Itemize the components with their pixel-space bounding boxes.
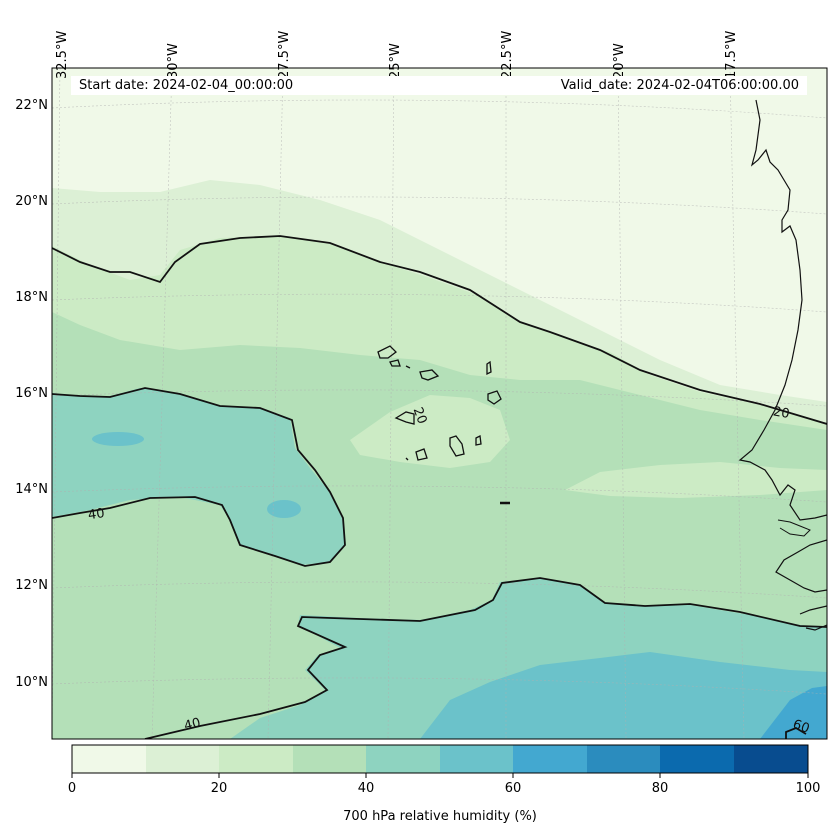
valid-date: Valid_date: 2024-02-04T06:00:00.00: [560, 78, 799, 93]
humidity-pocket-coast: [565, 462, 827, 498]
date-info-bar: Start date: 2024-02-04_00:00:00 Valid_da…: [71, 76, 807, 95]
contour-60: [785, 726, 807, 739]
humidity-band-50-60-south: [420, 652, 827, 739]
lon-label-20w: 20°W: [612, 43, 627, 79]
humidity-band-60-70: [760, 686, 827, 739]
lon-label-17-5w: 17.5°W: [724, 30, 739, 79]
lat-label-20n: 20°N: [15, 194, 48, 209]
contour-label-40-west: 40: [87, 506, 105, 523]
colorbar-bin-0: [72, 745, 146, 773]
contour-label-20-east: 20: [772, 404, 791, 422]
lat-label-12n: 12°N: [15, 578, 48, 593]
colorbar-tick-80: 80: [651, 781, 669, 796]
gambia-river: [777, 519, 811, 537]
map-frame: [51, 67, 828, 740]
colorbar: [71, 744, 809, 778]
colorbar-tick-20: 20: [210, 781, 228, 796]
lat-label-18n: 18°N: [15, 290, 48, 305]
lat-label-10n: 10°N: [15, 675, 48, 690]
lon-label-32-5w: 32.5°W: [55, 30, 70, 79]
contour-label-20-island: 20: [410, 405, 430, 426]
lat-label-14n: 14°N: [15, 482, 48, 497]
lat-label-22n: 22°N: [15, 98, 48, 113]
colorbar-bin-5: [440, 745, 513, 773]
colorbar-bin-8: [660, 745, 734, 773]
colorbar-bin-1: [146, 745, 219, 773]
african-coastline: [738, 99, 827, 631]
cape-verde-islands: [377, 345, 510, 505]
humidity-blob-50-60-b: [267, 500, 301, 518]
lon-label-30w: 30°W: [166, 43, 181, 79]
colorbar-bin-6: [513, 745, 587, 773]
contour-lines: [52, 235, 827, 739]
humidity-pocket-20-30: [350, 395, 510, 468]
contour-label-60: 60: [791, 717, 812, 737]
humidity-band-40-50-west: [52, 388, 345, 565]
colorbar-tick-100: 100: [795, 781, 821, 796]
graticule: [52, 68, 827, 739]
contour-40-west: [52, 387, 346, 567]
colorbar-ticks: [71, 773, 809, 778]
colorbar-bin-2: [219, 745, 293, 773]
colorbar-tick-40: 40: [357, 781, 375, 796]
map-fill-layer: [52, 68, 827, 739]
contour-40-south: [144, 577, 827, 739]
lon-label-25w: 25°W: [388, 43, 403, 79]
colorbar-title: 700 hPa relative humidity (%): [343, 809, 537, 824]
colorbar-bin-7: [587, 745, 660, 773]
humidity-blob-50-60-a: [92, 432, 144, 446]
lon-label-27-5w: 27.5°W: [277, 30, 292, 79]
colorbar-frame: [71, 744, 809, 774]
colorbar-tick-60: 60: [504, 781, 522, 796]
start-date: Start date: 2024-02-04_00:00:00: [79, 78, 294, 93]
colorbar-tick-0: 0: [67, 781, 77, 796]
colorbar-bin-3: [293, 745, 366, 773]
colorbar-bin-4: [366, 745, 440, 773]
lat-label-16n: 16°N: [15, 386, 48, 401]
lon-label-22-5w: 22.5°W: [500, 30, 515, 79]
contour-20: [52, 235, 827, 425]
colorbar-bin-9: [734, 745, 808, 773]
contour-label-group: 40 40 20 20 60: [87, 404, 811, 736]
contour-label-40-south: 40: [183, 716, 203, 735]
